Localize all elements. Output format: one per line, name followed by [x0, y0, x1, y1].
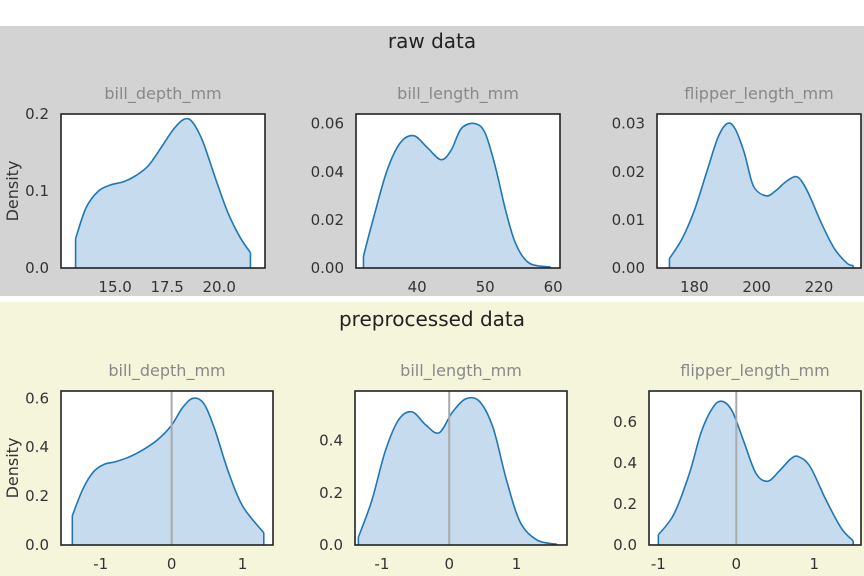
y-axis-label: Density	[3, 438, 22, 499]
x-tick-label: 60	[544, 278, 563, 296]
plot-frame	[355, 113, 561, 269]
y-tick-label: 0.6	[613, 413, 637, 431]
y-tick-label: 0.1	[25, 182, 49, 200]
y-tick-label: 0.00	[612, 259, 645, 277]
preprocessed-data-title: preprocessed data	[339, 307, 525, 331]
x-tick-label: 1	[238, 555, 248, 573]
density-line	[74, 117, 252, 254]
subplot-title: flipper_length_mm	[680, 361, 829, 381]
plot-frame	[648, 390, 862, 546]
x-tick-label: 0	[732, 555, 742, 573]
y-tick-label: 0.06	[311, 115, 344, 133]
raw-data-title: raw data	[388, 29, 476, 53]
y-tick-label: 0.0	[319, 536, 343, 554]
y-tick-label: 0.6	[25, 389, 49, 407]
y-tick-label: 0.2	[25, 105, 49, 123]
x-tick-label: 0	[444, 555, 454, 573]
y-tick-label: 0.4	[25, 438, 49, 456]
y-axis-label: Density	[3, 161, 22, 222]
y-tick-label: 0.02	[311, 211, 344, 229]
density-fill	[75, 118, 251, 268]
subplot-title: bill_length_mm	[400, 361, 522, 381]
x-tick-label: 1	[512, 555, 522, 573]
x-tick-label: 17.5	[150, 278, 183, 296]
density-line	[668, 122, 854, 267]
density-fill	[669, 123, 854, 268]
subplot-raw-bill-length-mm: bill_length_mm 40 50 60 0.00 0.02 0.04 0.06	[311, 84, 563, 296]
subplot-preprocessed-bill-length-mm: bill_length_mm -1 0 1 0.0 0.2 0.4	[319, 361, 568, 573]
y-tick-label: 0.01	[612, 211, 645, 229]
y-tick-label: 0.04	[311, 163, 344, 181]
y-tick-label: 0.2	[319, 484, 343, 502]
y-tick-label: 0.00	[311, 259, 344, 277]
plot-frame	[354, 390, 568, 546]
x-tick-label: 220	[805, 278, 834, 296]
x-tick-label: 1	[809, 555, 819, 573]
x-tick-label: 20.0	[203, 278, 236, 296]
x-tick-label: 50	[476, 278, 495, 296]
subplot-title: bill_depth_mm	[104, 84, 221, 104]
plot-frame	[60, 390, 274, 546]
y-tick-label: 0.2	[613, 495, 637, 513]
y-tick-label: 0.03	[612, 115, 645, 133]
x-tick-label: -1	[93, 555, 108, 573]
x-tick-label: 180	[680, 278, 709, 296]
density-line	[357, 396, 558, 545]
subplot-title: flipper_length_mm	[684, 84, 833, 104]
y-tick-label: 0.4	[613, 454, 637, 472]
x-tick-label: 40	[408, 278, 427, 296]
density-line	[362, 122, 551, 268]
plot-frame	[656, 113, 862, 269]
y-tick-label: 0.4	[319, 432, 343, 450]
x-tick-label: 200	[742, 278, 771, 296]
subplot-raw-bill-depth-mm: bill_depth_mm 15.0 17.5 20.0 0.0 0.1 0.2 Densit…	[3, 84, 266, 296]
subplot-title: bill_length_mm	[397, 84, 519, 104]
x-tick-label: -1	[374, 555, 389, 573]
subplot-raw-flipper-length-mm: flipper_length_mm 180 200 220 0.00 0.01 0.02 0.…	[612, 84, 862, 296]
y-tick-label: 0.0	[25, 536, 49, 554]
plot-frame	[60, 113, 266, 269]
y-tick-label: 0.0	[25, 259, 49, 277]
y-tick-label: 0.2	[25, 487, 49, 505]
density-line	[71, 397, 265, 534]
x-tick-label: 0	[167, 555, 177, 573]
y-tick-label: 0.02	[612, 163, 645, 181]
y-tick-label: 0.0	[613, 536, 637, 554]
x-tick-label: 15.0	[98, 278, 131, 296]
density-fill	[658, 401, 854, 545]
density-line	[657, 400, 854, 542]
subplot-title: bill_depth_mm	[108, 361, 225, 381]
subplot-preprocessed-flipper-length-mm: flipper_length_mm -1 0 1 0.0 0.2 0.4 0.6	[613, 361, 862, 573]
subplot-preprocessed-bill-depth-mm: bill_depth_mm -1 0 1 0.0 0.2 0.4 0.6 Density	[3, 361, 274, 573]
density-fill	[358, 397, 557, 545]
x-tick-label: -1	[651, 555, 666, 573]
density-fill	[363, 123, 551, 268]
